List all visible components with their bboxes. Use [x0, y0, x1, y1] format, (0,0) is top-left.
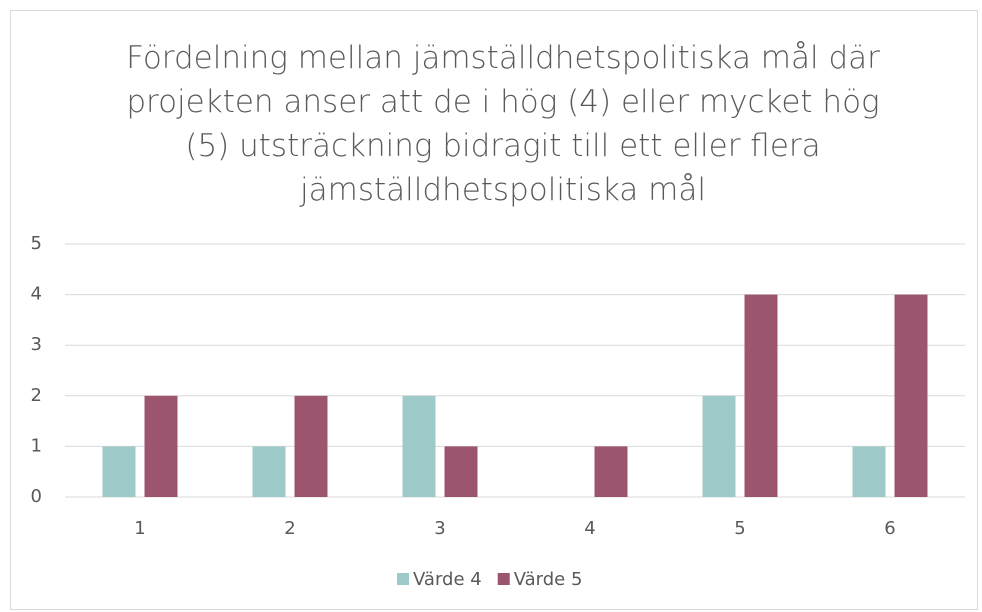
bar	[894, 294, 928, 497]
bar	[144, 395, 178, 497]
bar	[852, 446, 886, 497]
legend-label: Värde 4	[413, 569, 482, 590]
x-tick-label: 6	[884, 518, 895, 539]
bar	[102, 446, 136, 497]
y-tick-label: 0	[31, 486, 42, 507]
y-tick-label: 5	[31, 233, 42, 254]
chart-title: Fördelning mellan jämställdhetspolitiska…	[126, 40, 880, 208]
bar	[252, 446, 286, 497]
legend-label: Värde 5	[514, 569, 583, 590]
bar	[594, 446, 628, 497]
chart-frame	[10, 10, 978, 610]
y-tick-label: 4	[31, 284, 42, 305]
bar	[444, 446, 478, 497]
bar	[744, 294, 778, 497]
x-tick-label: 5	[734, 518, 745, 539]
legend-swatch	[397, 573, 409, 585]
legend-swatch	[497, 573, 510, 585]
x-tick-label: 1	[134, 518, 145, 539]
x-tick-label: 2	[284, 518, 295, 539]
y-tick-label: 3	[31, 334, 42, 355]
x-tick-label: 3	[434, 518, 445, 539]
bar	[402, 395, 436, 497]
y-tick-label: 2	[31, 385, 42, 406]
bar	[294, 395, 328, 497]
x-tick-label: 4	[584, 518, 595, 539]
bar	[702, 395, 736, 497]
y-tick-label: 1	[31, 435, 42, 456]
